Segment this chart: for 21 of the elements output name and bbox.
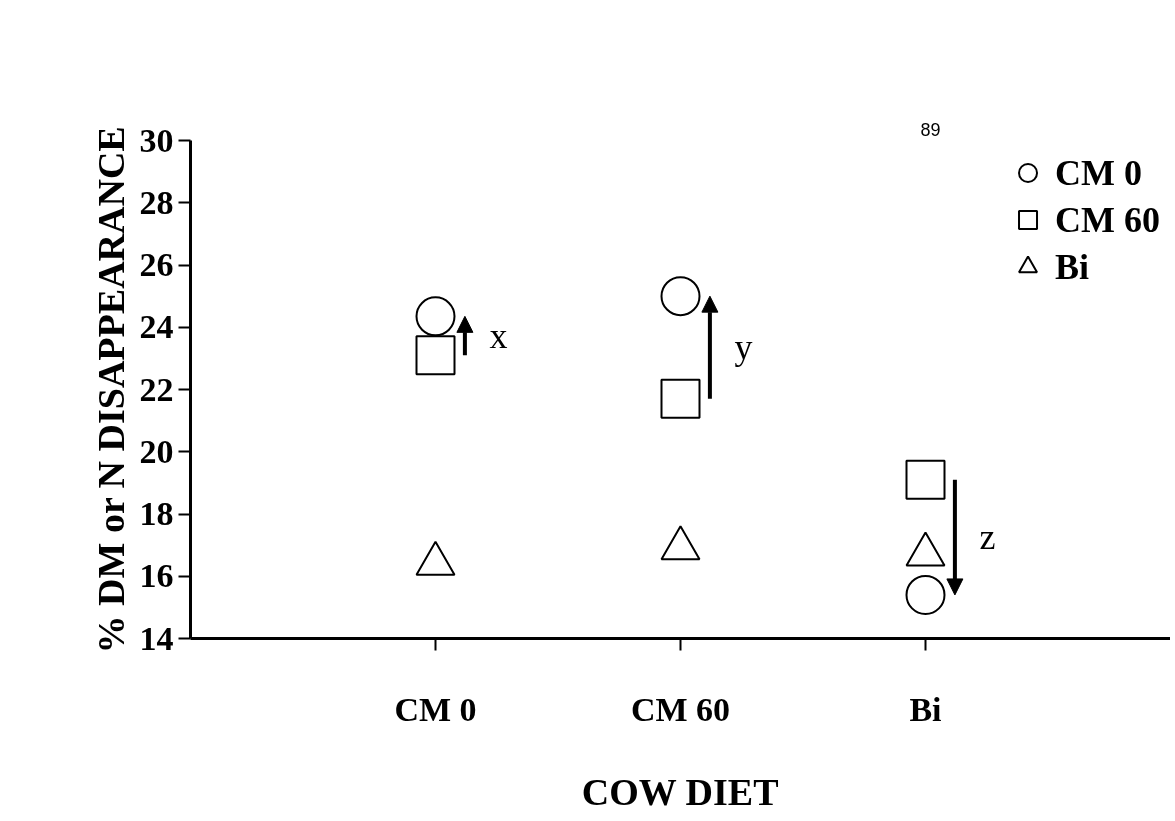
legend-label: CM 60 [1055, 198, 1160, 241]
x-tick-label: CM 60 [630, 690, 731, 728]
y-tick-label: 24 [139, 308, 174, 346]
y-axis-title: % DM or N DISAPPEARANCE [89, 126, 132, 654]
annotation: x [489, 315, 508, 356]
annotation: z [979, 517, 996, 558]
y-tick-label: 26 [139, 246, 174, 283]
x-tick-label: Bi [909, 690, 942, 728]
y-tick-label: 30 [139, 121, 174, 159]
y-tick-label: 16 [139, 557, 174, 595]
y-tick-label: 20 [139, 432, 174, 470]
legend-label: CM 0 [1055, 151, 1142, 194]
y-tick-label: 22 [139, 370, 174, 408]
y-tick-label: 28 [139, 183, 174, 221]
x-axis-title: COW DIET [581, 770, 779, 813]
x-tick-label: CM 0 [394, 690, 477, 728]
text: 89 [920, 119, 941, 140]
legend-label: Bi [1055, 245, 1090, 288]
annotation: y [734, 327, 753, 368]
y-tick-label: 18 [139, 495, 174, 532]
y-tick-label: 14 [139, 619, 174, 657]
